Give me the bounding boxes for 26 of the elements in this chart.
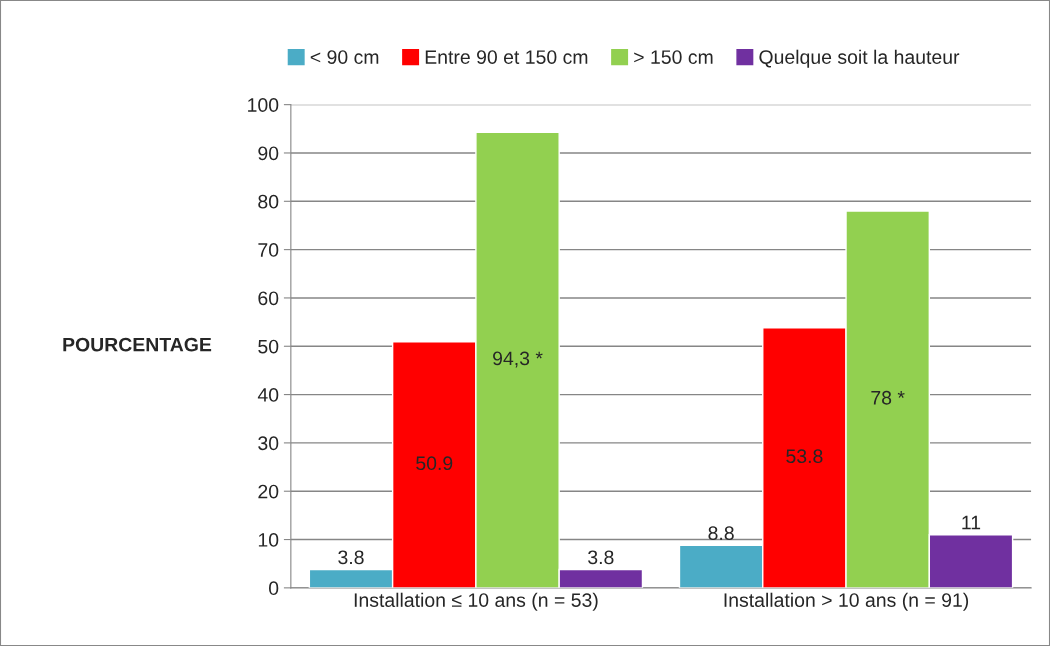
data-label: 11 bbox=[962, 515, 981, 530]
y-tick-label: 70 bbox=[258, 243, 279, 257]
data-label: 3.8 bbox=[338, 550, 364, 565]
data-label: 3.8 bbox=[588, 550, 614, 565]
data-label: 50.9 bbox=[416, 456, 453, 471]
legend-label: > 150 cm bbox=[634, 50, 713, 64]
y-tick-label: 50 bbox=[258, 339, 279, 354]
x-tick-label: Installation ≤ 10 ans (n = 53) bbox=[354, 592, 598, 611]
y-tick-label: 90 bbox=[258, 146, 279, 161]
y-tick-label: 20 bbox=[258, 484, 279, 499]
legend-label: < 90 cm bbox=[310, 50, 379, 64]
data-label: 94,3 * bbox=[493, 351, 543, 368]
y-tick-label: 0 bbox=[268, 581, 279, 596]
y-tick-label: 10 bbox=[258, 533, 279, 547]
legend-label: Entre 90 et 150 cm bbox=[425, 50, 588, 64]
y-tick-label: 100 bbox=[248, 98, 279, 112]
x-tick-label: Installation > 10 ans (n = 91) bbox=[724, 592, 969, 611]
data-label: 8.8 bbox=[708, 526, 734, 541]
y-tick-label: 60 bbox=[258, 291, 279, 306]
y-axis-title: POURCENTAGE bbox=[63, 337, 212, 352]
legend-label: Quelque soit la hauteur bbox=[759, 49, 960, 68]
y-tick-label: 80 bbox=[258, 194, 279, 209]
data-label: 53.8 bbox=[786, 449, 823, 464]
y-tick-label: 40 bbox=[257, 388, 279, 402]
data-label: 78 * bbox=[871, 390, 905, 405]
y-tick-label: 30 bbox=[258, 436, 279, 451]
